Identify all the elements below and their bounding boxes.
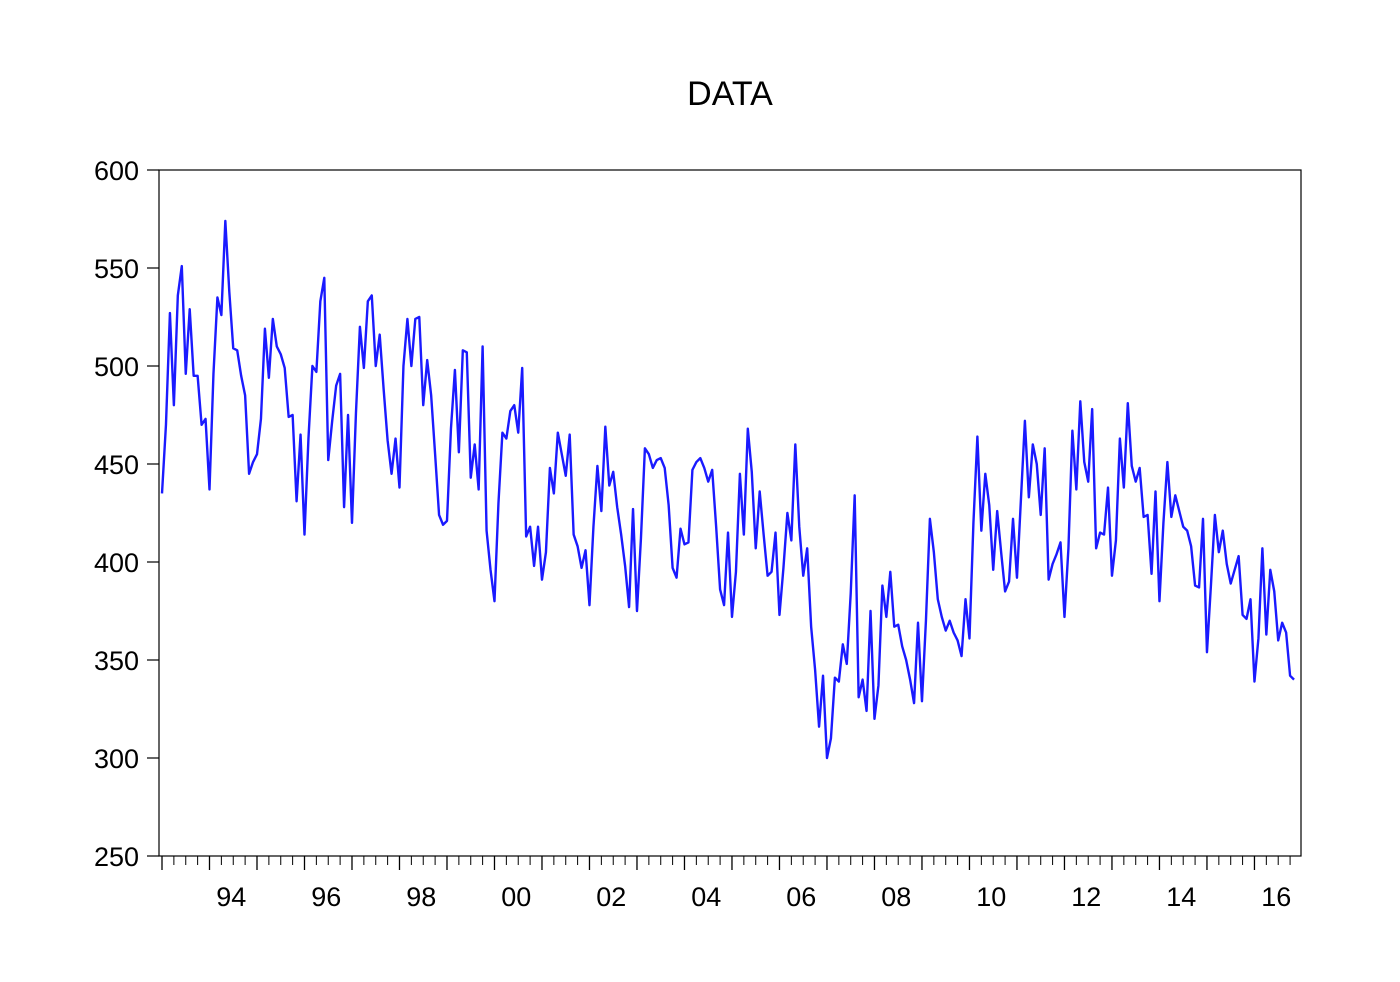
x-axis-ticks: 94 96 98 00 02 04 06 08 10 12 14 16 bbox=[161, 856, 1291, 912]
x-tick-label: 08 bbox=[881, 882, 911, 912]
chart-title: DATA bbox=[687, 75, 773, 113]
y-tick-label: 500 bbox=[94, 352, 139, 382]
x-tick-label: 96 bbox=[311, 882, 341, 912]
y-axis-ticks: 250 300 350 400 450 500 550 600 bbox=[94, 156, 159, 872]
series-line bbox=[160, 219, 1295, 760]
x-tick-label: 98 bbox=[406, 882, 436, 912]
x-tick-label: 00 bbox=[501, 882, 531, 912]
x-tick-label: 02 bbox=[596, 882, 626, 912]
x-tick-label: 04 bbox=[691, 882, 721, 912]
y-tick-label: 600 bbox=[94, 156, 139, 186]
x-tick-label: 94 bbox=[216, 882, 246, 912]
y-tick-label: 250 bbox=[94, 842, 139, 872]
y-tick-label: 450 bbox=[94, 450, 139, 480]
y-tick-label: 300 bbox=[94, 744, 139, 774]
x-tick-label: 10 bbox=[976, 882, 1006, 912]
x-tick-label: 06 bbox=[786, 882, 816, 912]
plot-frame bbox=[158, 169, 1302, 857]
y-tick-label: 350 bbox=[94, 646, 139, 676]
x-tick-label: 12 bbox=[1071, 882, 1101, 912]
y-tick-label: 400 bbox=[94, 548, 139, 578]
x-tick-label: 16 bbox=[1261, 882, 1291, 912]
x-tick-label: 14 bbox=[1166, 882, 1196, 912]
y-tick-label: 550 bbox=[94, 254, 139, 284]
